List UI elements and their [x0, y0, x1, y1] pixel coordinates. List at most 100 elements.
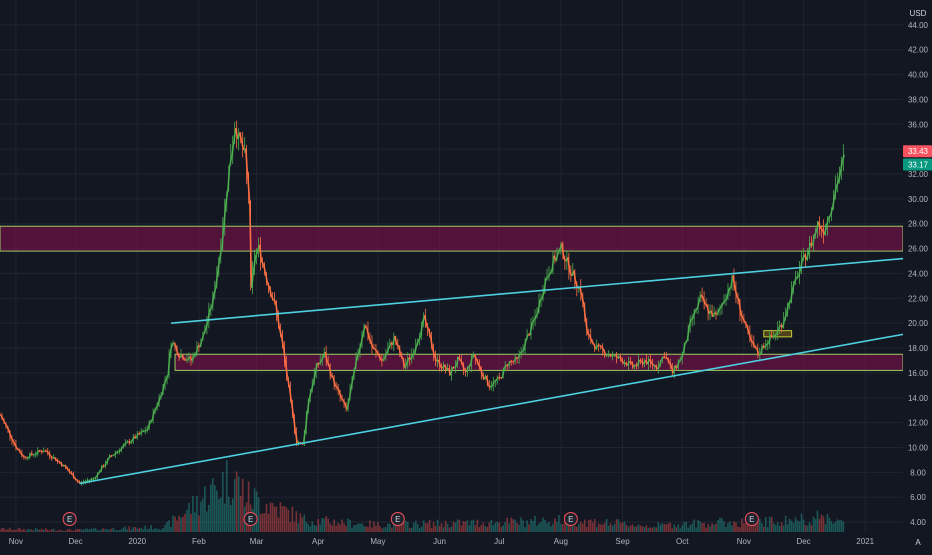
- volume-bar: [675, 527, 677, 532]
- volume-bar: [359, 524, 361, 532]
- candle-body: [373, 348, 375, 349]
- candle-body: [683, 343, 685, 353]
- candle-body: [534, 316, 536, 320]
- volume-bar: [71, 530, 73, 532]
- volume-bar: [616, 519, 618, 532]
- volume-bar: [67, 529, 69, 532]
- volume-bar: [534, 516, 536, 532]
- volume-bar: [363, 526, 365, 532]
- volume-bar: [769, 517, 771, 532]
- volume-bar: [586, 527, 588, 532]
- earnings-marker-label: E: [67, 515, 72, 524]
- candle-body: [166, 375, 168, 379]
- volume-bar: [741, 518, 743, 532]
- volume-bar: [465, 522, 467, 532]
- volume-bar: [494, 523, 496, 532]
- volume-bar: [526, 520, 528, 532]
- volume-bar: [638, 524, 640, 532]
- earnings-marker-label: E: [568, 515, 573, 524]
- volume-bar: [385, 527, 387, 532]
- volume-bar: [333, 520, 335, 532]
- volume-bar: [399, 525, 401, 532]
- volume-bar: [45, 528, 47, 532]
- volume-bar: [77, 529, 79, 532]
- candle-body: [21, 453, 23, 456]
- volume-bar: [349, 520, 351, 532]
- candle-body: [361, 335, 363, 344]
- price-tick-label: 8.00: [910, 468, 926, 477]
- candle-body: [749, 332, 751, 340]
- candle-body: [610, 355, 612, 357]
- volume-bar: [85, 529, 87, 532]
- volume-bar: [823, 516, 825, 532]
- volume-bar: [136, 529, 138, 532]
- candle-body: [206, 321, 208, 328]
- volume-bar: [435, 526, 437, 532]
- volume-bar: [355, 525, 357, 532]
- time-tick-label: Aug: [554, 537, 568, 546]
- auto-scale-button[interactable]: A: [915, 538, 921, 547]
- volume-bar: [691, 524, 693, 532]
- volume-bar: [461, 526, 463, 532]
- candle-body: [109, 456, 111, 459]
- price-tick-label: 14.00: [908, 394, 929, 403]
- candle-body: [592, 342, 594, 344]
- volume-bar: [745, 523, 747, 532]
- candle-body: [530, 323, 532, 335]
- candle-body: [711, 311, 713, 317]
- axis-corner[interactable]: A: [915, 538, 921, 547]
- candle-body: [532, 321, 534, 323]
- volume-bar: [113, 528, 115, 532]
- volume-bar: [53, 529, 55, 532]
- volume-bar: [473, 520, 475, 532]
- volume-bar: [351, 528, 353, 532]
- volume-bar: [592, 523, 594, 532]
- candle-body: [117, 451, 119, 452]
- volume-bar: [471, 520, 473, 532]
- volume-bar: [483, 522, 485, 532]
- price-axis[interactable]: USD 4.006.008.0010.0012.0014.0016.0018.0…: [903, 0, 932, 550]
- candle-body: [158, 397, 160, 404]
- supply-demand-zone[interactable]: [0, 226, 903, 251]
- candle-body: [721, 303, 723, 307]
- candle-body: [136, 434, 138, 439]
- volume-bar: [642, 526, 644, 532]
- volume-bar: [0, 530, 1, 532]
- volume-bar: [582, 524, 584, 532]
- volume-bar: [423, 520, 425, 532]
- candle-body: [580, 287, 582, 295]
- volume-bar: [689, 525, 691, 532]
- volume-bar: [727, 523, 729, 532]
- candle-body: [799, 269, 801, 277]
- volume-bar: [787, 524, 789, 532]
- candle-body: [425, 315, 427, 326]
- volume-bar: [669, 523, 671, 532]
- volume-bar: [341, 520, 343, 532]
- volume-bar: [666, 524, 668, 532]
- volume-bar: [695, 527, 697, 532]
- volume-bar: [377, 522, 379, 532]
- volume-bar: [703, 523, 705, 532]
- volume-bar: [95, 528, 97, 532]
- candle-body: [268, 283, 270, 287]
- candle-body: [753, 342, 755, 347]
- trendlines[interactable]: [80, 259, 903, 484]
- volume-bar: [550, 526, 552, 532]
- volume-bar: [5, 530, 7, 532]
- volume-bar: [172, 516, 174, 532]
- volume-bar: [451, 527, 453, 532]
- volume-bar: [813, 516, 815, 532]
- volume-bar: [228, 497, 230, 532]
- volume-bar: [75, 530, 77, 532]
- candle-body: [202, 334, 204, 341]
- candle-body: [556, 254, 558, 261]
- price-tick-label: 40.00: [908, 71, 929, 80]
- volume-bar: [309, 526, 311, 532]
- candle-body: [759, 354, 761, 355]
- volume-bar: [459, 520, 461, 532]
- volume-bar: [65, 531, 67, 532]
- candle-body: [5, 423, 7, 427]
